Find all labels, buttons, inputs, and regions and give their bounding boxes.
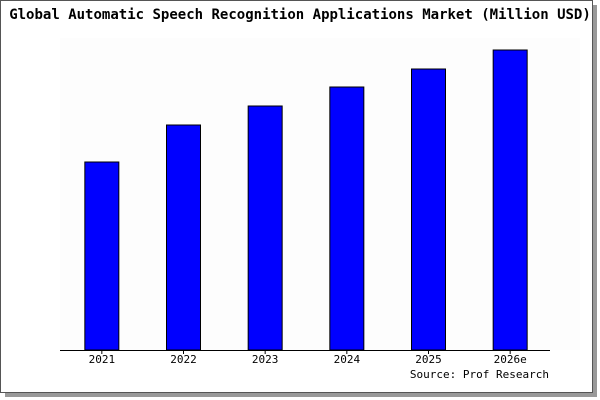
- source-note: Source: Prof Research: [410, 368, 549, 381]
- x-tick-label: 2024: [334, 353, 361, 366]
- chart-title: Global Automatic Speech Recognition Appl…: [9, 7, 591, 23]
- bar: [166, 124, 201, 351]
- bar: [492, 49, 528, 351]
- bar: [411, 68, 446, 351]
- x-tick-label: 2023: [252, 353, 279, 366]
- bar: [329, 86, 365, 351]
- x-tick-label: 2022: [170, 353, 197, 366]
- x-tick-label: 2025: [415, 353, 442, 366]
- x-tick-label: 2026e: [494, 353, 527, 366]
- bar: [247, 105, 283, 351]
- bar: [84, 161, 120, 351]
- x-tick-label: 2021: [89, 353, 116, 366]
